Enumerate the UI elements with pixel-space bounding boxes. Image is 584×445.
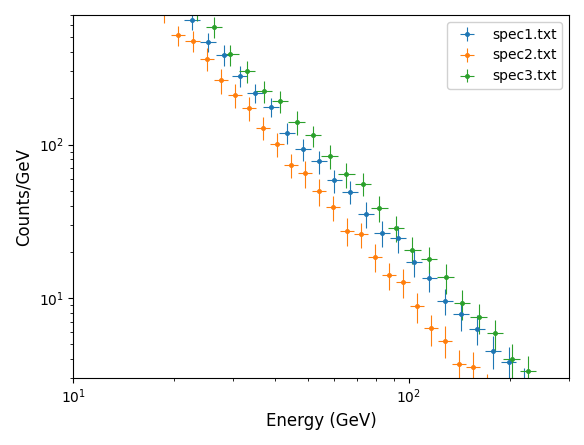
X-axis label: Energy (GeV): Energy (GeV)	[266, 412, 377, 430]
Y-axis label: Counts/GeV: Counts/GeV	[15, 148, 33, 246]
Legend: spec1.txt, spec2.txt, spec3.txt: spec1.txt, spec2.txt, spec3.txt	[447, 22, 562, 89]
